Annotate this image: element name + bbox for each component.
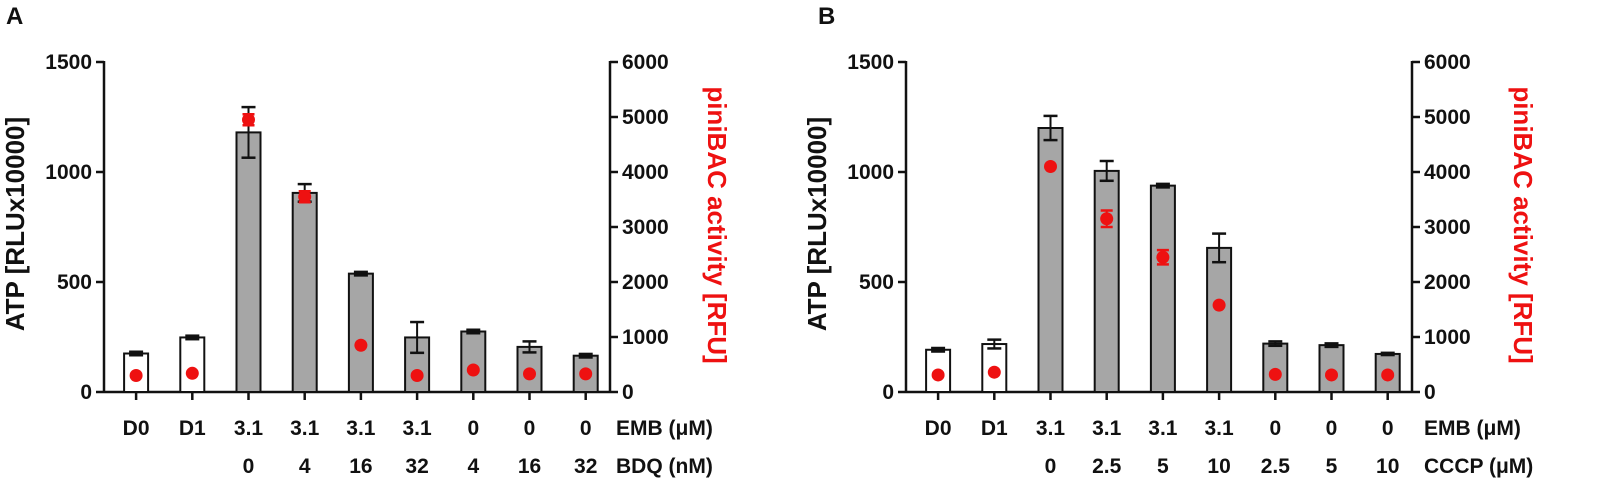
panel-b-category-label-5: 3.1: [1204, 417, 1234, 440]
panel-a-row2-label-2: 0: [243, 455, 255, 478]
panel-b-row2-label-2: 0: [1045, 455, 1057, 478]
panel-a-rfu-point-3: [298, 190, 312, 204]
panel-a-rfu-point-7: [523, 367, 536, 381]
panel-b-y2-axis-label: piniBAC activity [RFU]: [1508, 86, 1538, 363]
panel-b-y2-tick-label-3: 3000: [1424, 216, 1471, 239]
panel-a-rfu-point-4: [354, 338, 368, 352]
panel-b-y2-tick-label-4: 4000: [1424, 161, 1471, 184]
panel-b-rfu-point-5: [1212, 298, 1226, 312]
panel-b-y-tick-label-0: 0: [882, 381, 894, 404]
panel-b-category-label-8: 0: [1382, 417, 1394, 440]
panel-b-y2-tick-label-2: 2000: [1424, 271, 1471, 294]
panel-b-row2-label-6: 2.5: [1261, 455, 1291, 478]
panel-b-y-tick-label-3: 1500: [847, 51, 894, 74]
panel-a-row2-label-3: 4: [299, 455, 311, 478]
panel-a-row2-label-7: 16: [518, 455, 541, 478]
panel-a-y2-tick-label-5: 5000: [622, 106, 669, 129]
panel-a-category-label-2: 3.1: [234, 417, 264, 440]
panel-b-category-label-3: 3.1: [1092, 417, 1122, 440]
panel-b-atp-bar-6: [1262, 342, 1289, 394]
panel-a-atp-bar-3: [291, 191, 318, 393]
panel-a-atp-bar-4: [347, 272, 374, 394]
panel-a-atp-bar-1: [179, 336, 206, 394]
panel-a-y2-tick-label-4: 4000: [622, 161, 669, 184]
panel-label-b: B: [818, 3, 835, 30]
panel-b-rfu-point-4: [1156, 250, 1170, 264]
panel-a-atp-bar-6: [460, 330, 487, 393]
panel-a-category-label-3: 3.1: [290, 417, 320, 440]
panel-a-rfu-point-5: [410, 369, 424, 382]
panel-b-y2-tick-label-6: 6000: [1424, 51, 1471, 74]
panel-b-category-label-1: D1: [981, 417, 1008, 440]
panel-b-row2-label-3: 2.5: [1092, 455, 1122, 478]
panel-a-row2-label: BDQ (nM): [616, 455, 713, 478]
panel-b-rfu-point-7: [1325, 368, 1338, 382]
panel-a-y-tick-label-0: 0: [80, 381, 92, 404]
panel-a-chart: ATP [RLUx10000] piniBAC activity [RFU] E…: [0, 51, 732, 478]
panel-a-category-label-4: 3.1: [346, 417, 376, 440]
panel-a-y2-tick-label-2: 2000: [622, 271, 669, 294]
panel-a-row2-label-8: 32: [574, 455, 597, 478]
panel-a-rfu-point-2: [242, 113, 255, 127]
panel-b-row2-label-8: 10: [1376, 455, 1399, 478]
panel-a-atp-bar-2: [235, 131, 262, 393]
panel-a-rfu-point-8: [579, 367, 593, 381]
panel-b-row2-label-5: 10: [1207, 455, 1230, 478]
panel-a-y2-tick-label-6: 6000: [622, 51, 669, 74]
panel-a-category-label-1: D1: [179, 417, 206, 440]
panel-a-y-tick-label-3: 1500: [45, 51, 92, 74]
panel-a-y2-tick-label-1: 1000: [622, 326, 669, 349]
panel-b-rfu-point-3: [1100, 212, 1114, 226]
panel-a-rfu-point-1: [185, 366, 199, 380]
panel-b-rfu-point-6: [1268, 367, 1282, 381]
panel-a-category-label-6: 0: [467, 417, 479, 440]
panel-b-category-label-4: 3.1: [1148, 417, 1178, 440]
panel-a-rfu-point-0: [129, 369, 143, 382]
panel-b-rfu-point-0: [931, 368, 945, 382]
panel-a-y2-tick-label-0: 0: [622, 381, 634, 404]
panel-b-y2-tick-label-1: 1000: [1424, 326, 1471, 349]
panel-b-row2-label-7: 5: [1326, 455, 1338, 478]
panel-a-y-axis-label: ATP [RLUx10000]: [0, 117, 30, 331]
panel-b-row2-label-4: 5: [1157, 455, 1169, 478]
panel-b-y2-tick-label-5: 5000: [1424, 106, 1471, 129]
panel-a-category-label-5: 3.1: [402, 417, 432, 440]
panel-a-y2-axis-label: piniBAC activity [RFU]: [702, 86, 732, 363]
panel-b-y2-tick-label-0: 0: [1424, 381, 1436, 404]
panel-a-row1-label: EMB (μM): [616, 417, 713, 440]
panel-b-atp-bar-5: [1206, 246, 1233, 393]
panel-b-chart: ATP [RLUx10000] piniBAC activity [RFU] E…: [802, 51, 1538, 478]
panel-label-a: A: [6, 3, 23, 30]
panel-b-atp-bar-4: [1149, 184, 1176, 393]
panel-a-y-tick-label-2: 1000: [45, 161, 92, 184]
panel-a-row2-label-5: 32: [405, 455, 428, 478]
panel-b-y-axis-label: ATP [RLUx10000]: [802, 117, 832, 331]
panel-a-atp-bar-8: [572, 354, 599, 394]
panel-b-rfu-point-8: [1381, 368, 1395, 382]
panel-a-category-label-8: 0: [580, 417, 592, 440]
panel-a-row2-label-4: 16: [349, 455, 372, 478]
panel-a-rfu-point-6: [466, 363, 480, 377]
panel-a-y2-tick-label-3: 3000: [622, 216, 669, 239]
panel-b-category-label-0: D0: [925, 417, 952, 440]
panel-b-row1-label: EMB (μM): [1424, 417, 1521, 440]
panel-b-row2-label: CCCP (μM): [1424, 455, 1533, 478]
panel-b-atp-bar-3: [1093, 169, 1120, 393]
panel-b-category-label-2: 3.1: [1036, 417, 1066, 440]
panel-a-y-tick-label-1: 500: [57, 271, 92, 294]
panel-b-rfu-point-2: [1044, 160, 1057, 173]
panel-b-rfu-point-1: [987, 365, 1001, 379]
panel-b-y-tick-label-2: 1000: [847, 161, 894, 184]
panel-b-category-label-7: 0: [1326, 417, 1338, 440]
panel-a-row2-label-6: 4: [467, 455, 479, 478]
panel-b-y-tick-label-1: 500: [859, 271, 894, 294]
panel-a-category-label-0: D0: [123, 417, 150, 440]
panel-a-category-label-7: 0: [524, 417, 536, 440]
panel-b-category-label-6: 0: [1269, 417, 1281, 440]
